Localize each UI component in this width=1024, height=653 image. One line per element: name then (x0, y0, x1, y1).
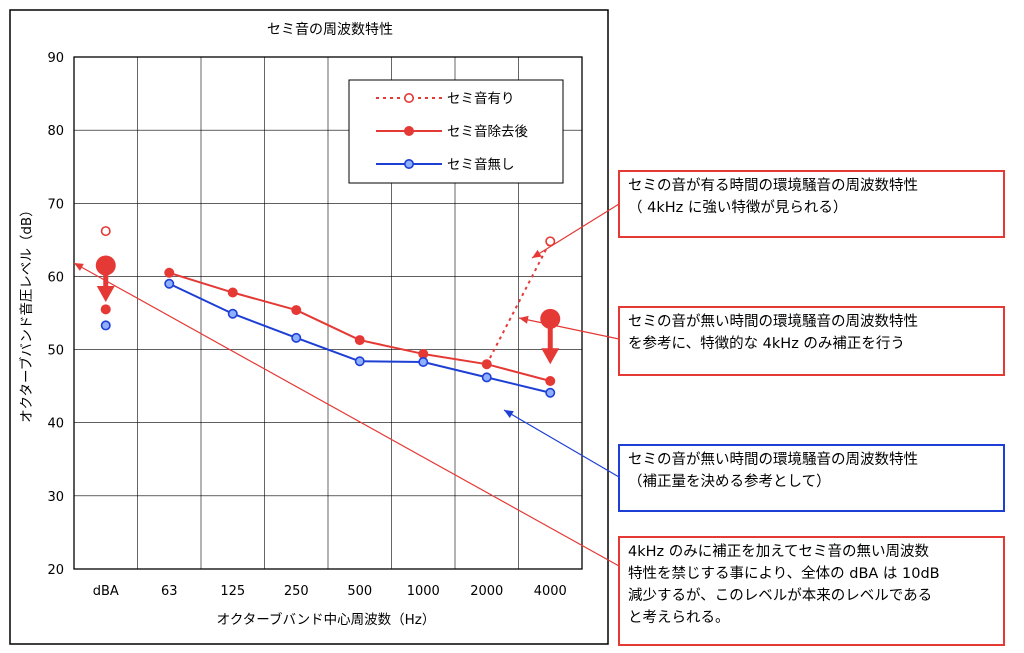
legend-swatch-marker (403, 126, 414, 137)
annotation-cicada-present: セミの音が有る時間の環境騒音の周波数特性 （ 4kHz に強い特徴が見られる） (618, 170, 1005, 238)
data-point (100, 226, 111, 237)
series-line-segment (295, 336, 361, 363)
x-tick-label: 2000 (470, 584, 503, 599)
chart-title: セミ音の周波数特性 (267, 21, 393, 38)
data-point (545, 376, 556, 387)
annotation-line: 減少するが、このレベルが本来のレベルである (628, 588, 933, 604)
annotation-line: 特性を禁じする事により、全体の dBA は 10dB (628, 566, 940, 582)
series-line-segment (359, 360, 424, 364)
data-point (164, 267, 175, 278)
leader-line (503, 409, 620, 478)
y-tick-label: 30 (47, 490, 64, 505)
annotation-line: と考えられる。 (628, 610, 730, 626)
series-line-segment (232, 291, 297, 312)
legend-swatch-marker (403, 93, 414, 104)
data-point (481, 359, 492, 370)
leader-arrowhead (504, 410, 514, 418)
annotation-dba-conclusion: 4kHz のみに補正を加えてセミ音の無い周波数 特性を禁じする事により、全体の … (618, 536, 1005, 646)
y-tick-label: 40 (47, 417, 64, 432)
x-tick-label: 500 (347, 584, 372, 599)
x-tick-label: 125 (220, 584, 245, 599)
y-tick-label: 90 (47, 51, 64, 66)
data-point (100, 320, 111, 331)
data-point (354, 356, 365, 367)
data-point (291, 332, 302, 343)
plot-border (73, 56, 583, 570)
legend-label: セミ音無し (447, 156, 515, 173)
series-line-segment (486, 376, 551, 394)
data-point (418, 348, 429, 359)
x-axis-label: オクターブバンド中心周波数（Hz） (217, 611, 436, 628)
data-point (481, 372, 492, 383)
highlight-point (95, 255, 116, 276)
series-line-segment (423, 361, 487, 379)
data-point (227, 287, 238, 298)
data-point (291, 305, 302, 316)
data-point (100, 304, 111, 315)
x-tick-label: 4000 (534, 584, 567, 599)
annotation-line: （ 4kHz に強い特徴が見られる） (628, 200, 848, 216)
series-line-segment (295, 309, 361, 341)
legend-label: セミ音有り (447, 90, 515, 107)
leader-line (531, 203, 620, 259)
series-line-segment (168, 282, 234, 315)
correction-arrow-head (541, 348, 560, 365)
leader-line (518, 317, 620, 340)
annotation-line: セミの音が無い時間の環境騒音の周波数特性 (628, 452, 918, 468)
y-tick-label: 60 (47, 270, 64, 285)
data-point (164, 278, 175, 289)
data-point (227, 308, 238, 319)
data-point (418, 357, 429, 368)
leader-line (73, 262, 620, 567)
x-tick-label: dBA (93, 584, 119, 599)
series-line-segment (232, 312, 297, 339)
annotation-cicada-absent: セミの音が無い時間の環境騒音の周波数特性 （補正量を決める参考として） (618, 444, 1005, 512)
annotation-line: 4kHz のみに補正を加えてセミ音の無い周波数 (628, 544, 930, 560)
legend-swatch-marker (403, 159, 414, 170)
y-tick-label: 70 (47, 197, 64, 212)
leader-arrowhead (532, 249, 542, 258)
y-axis-label: オクターブバンド音圧レベル（dB） (18, 203, 35, 422)
annotation-line: （補正量を決める参考として） (628, 474, 831, 490)
y-tick-label: 80 (47, 124, 64, 139)
data-point (545, 236, 556, 247)
y-tick-label: 20 (47, 563, 64, 578)
series-line-segment (486, 363, 551, 382)
data-point (545, 387, 556, 398)
series-line-segment (485, 240, 552, 365)
series-line-segment (168, 271, 234, 294)
leader-arrowhead (519, 315, 529, 324)
annotation-correction-4khz: セミの音が無い時間の環境騒音の周波数特性 を参考に、特徴的な 4kHz のみ補正… (618, 306, 1005, 376)
data-point (354, 335, 365, 346)
annotation-line: セミの音が無い時間の環境騒音の周波数特性 (628, 314, 918, 330)
annotation-line: を参考に、特徴的な 4kHz のみ補正を行う (628, 336, 905, 352)
annotation-line: セミの音が有る時間の環境騒音の周波数特性 (628, 178, 918, 194)
correction-arrow-head (96, 286, 115, 303)
x-tick-label: 250 (284, 584, 309, 599)
series-line-segment (423, 352, 487, 366)
series-line-segment (359, 339, 424, 355)
x-tick-label: 63 (161, 584, 178, 599)
leader-arrowhead (74, 263, 84, 271)
x-tick-label: 1000 (407, 584, 440, 599)
y-tick-label: 50 (47, 344, 64, 359)
legend-label: セミ音除去後 (447, 123, 528, 140)
